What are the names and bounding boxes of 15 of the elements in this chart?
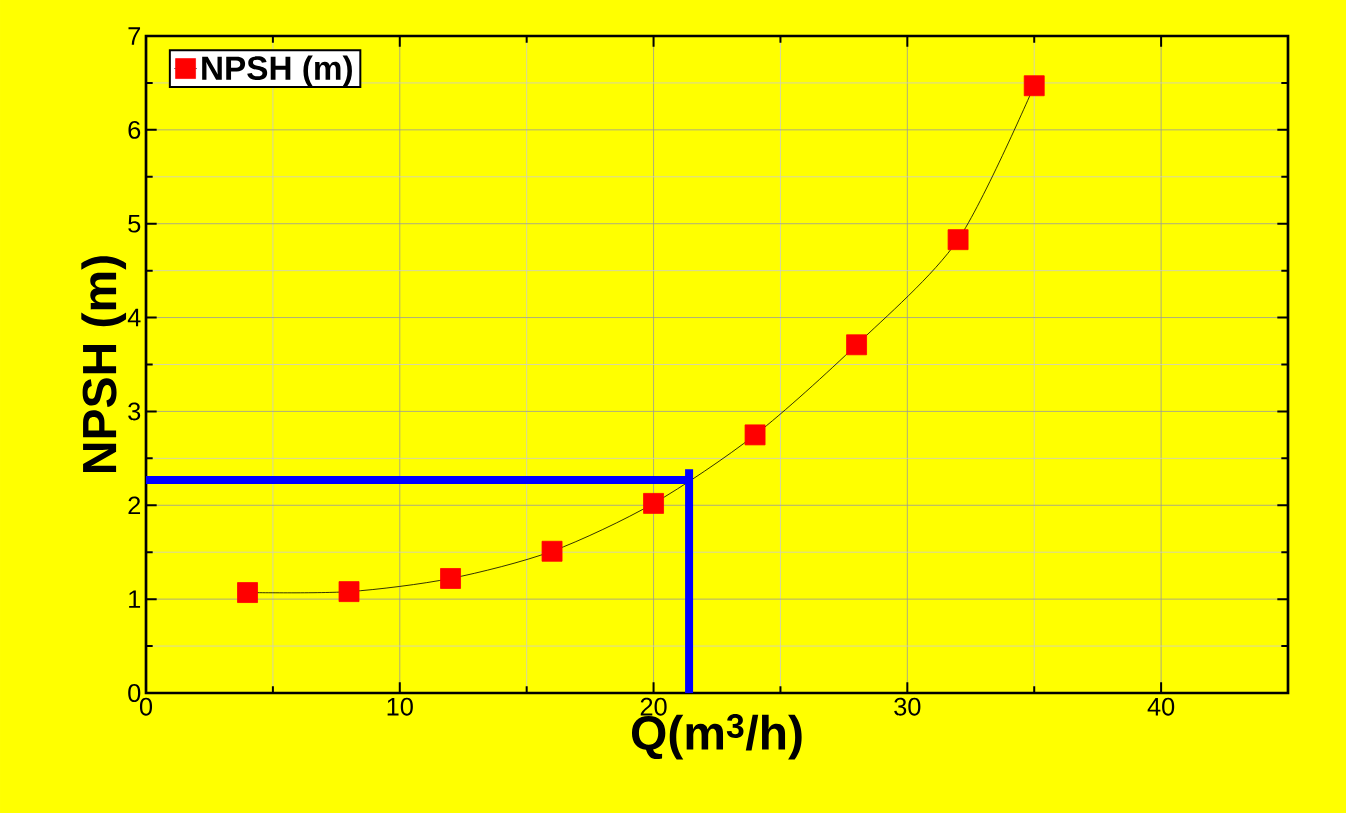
x-tick-label: 10 bbox=[387, 697, 413, 716]
y-tick-label: 1 bbox=[129, 590, 141, 608]
y-tick-label: 5 bbox=[128, 214, 141, 233]
x-tick-label: 40 bbox=[1147, 697, 1175, 716]
y-tick-label: 3 bbox=[128, 402, 141, 421]
y-tick-label: 0 bbox=[128, 684, 141, 702]
y-tick-label: 6 bbox=[128, 120, 141, 139]
x-axis-title: Q(m$^{3}$/h) bbox=[631, 714, 802, 760]
x-tick-label: 30 bbox=[894, 697, 921, 716]
legend-label: NPSH (m) bbox=[202, 55, 352, 87]
y-tick-label: 4 bbox=[127, 308, 141, 327]
y-tick-label: 7 bbox=[128, 27, 141, 45]
y-tick-label: 2 bbox=[128, 496, 141, 515]
x-tick-label: 20 bbox=[640, 697, 667, 716]
y-axis-title: NPSH (m) bbox=[81, 256, 127, 472]
